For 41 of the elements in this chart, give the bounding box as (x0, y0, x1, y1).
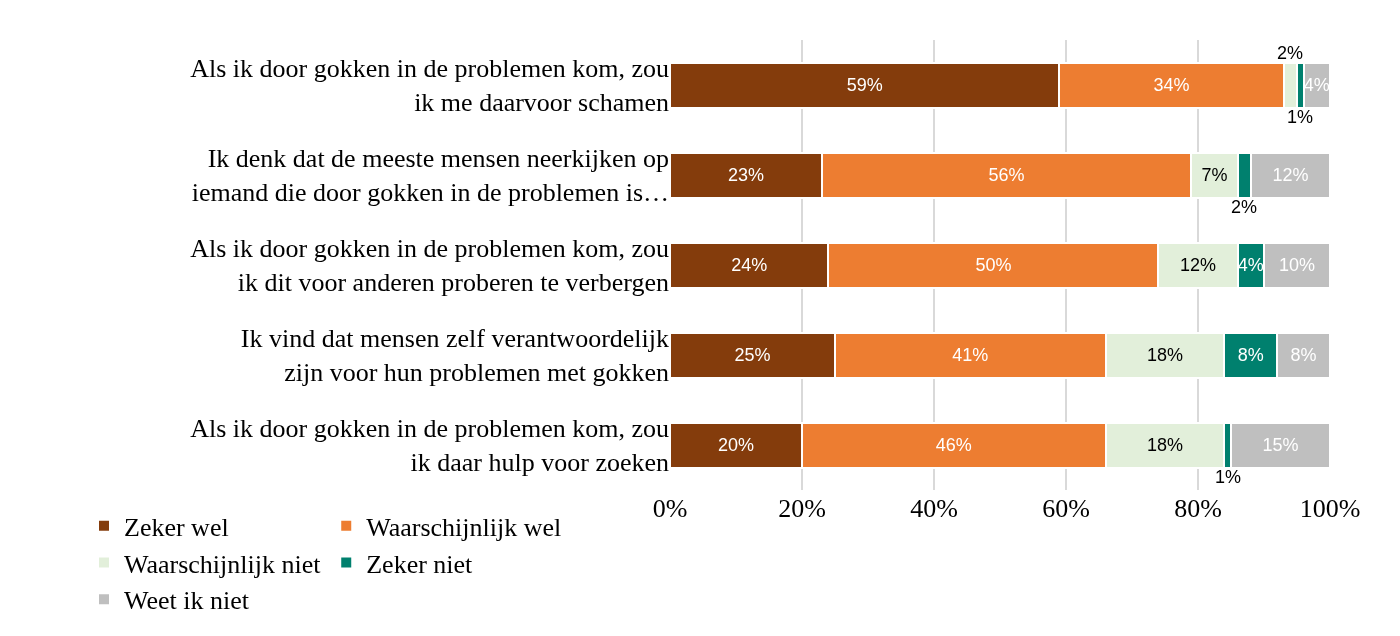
data-label: 4% (1237, 255, 1264, 276)
legend-label: Zeker niet (366, 549, 474, 579)
y-tick-label: Ik vind dat mensen zelf verantwoordelijk zijn voor hun problemen met gokken (240, 324, 669, 388)
data-label: 8% (1290, 345, 1317, 366)
data-label: 46% (935, 435, 972, 456)
data-label: 25% (734, 345, 771, 366)
x-tick-label: 80% (1174, 494, 1222, 524)
x-tick-label: 20% (778, 494, 826, 524)
x-tick-label: 60% (1042, 494, 1090, 524)
x-tick-label: 40% (910, 494, 958, 524)
legend-label: Weet ik niet (124, 586, 250, 616)
data-label: 56% (988, 165, 1025, 186)
data-label: 8% (1237, 345, 1264, 366)
data-label: 59% (846, 75, 883, 96)
legend-label: Waarschijnlijk niet (124, 549, 322, 579)
data-label: 41% (952, 345, 989, 366)
data-label: 15% (1262, 435, 1299, 456)
data-label: 2% (1231, 197, 1258, 217)
legend-label: Zeker wel (124, 512, 229, 542)
data-label: 12% (1179, 255, 1217, 276)
x-tick-label: 100% (1299, 494, 1361, 524)
y-tick-label: Als ik door gokken in de problemen kom, zou ik dit voor anderen proberen te verbergen (190, 234, 669, 298)
data-label: 7% (1201, 165, 1228, 186)
data-label: 23% (727, 165, 764, 186)
y-tick-label: Als ik door gokken in de problemen kom, zou ik daar hulp voor zoeken (190, 414, 669, 478)
data-label: 10% (1278, 255, 1316, 276)
data-label: 20% (717, 435, 755, 456)
data-label: 1% (1215, 467, 1242, 487)
data-label: 24% (731, 255, 768, 276)
data-label: 4% (1303, 75, 1330, 96)
x-tick-label: 0% (652, 494, 688, 524)
data-label: 2% (1277, 43, 1304, 63)
data-label: 18% (1146, 345, 1184, 366)
data-label: 18% (1146, 435, 1184, 456)
data-label: 50% (975, 255, 1012, 276)
data-label: 34% (1153, 75, 1190, 96)
y-tick-label: Als ik door gokken in de problemen kom, zou ik me daarvoor schamen (190, 54, 669, 118)
data-label: 12% (1272, 165, 1309, 186)
data-label: 1% (1287, 107, 1314, 127)
y-tick-label: Ik denk dat de meeste mensen neerkijken op iemand die door gokken in de problemen is… (191, 144, 669, 208)
legend-label: Waarschijnlijk wel (366, 512, 562, 542)
